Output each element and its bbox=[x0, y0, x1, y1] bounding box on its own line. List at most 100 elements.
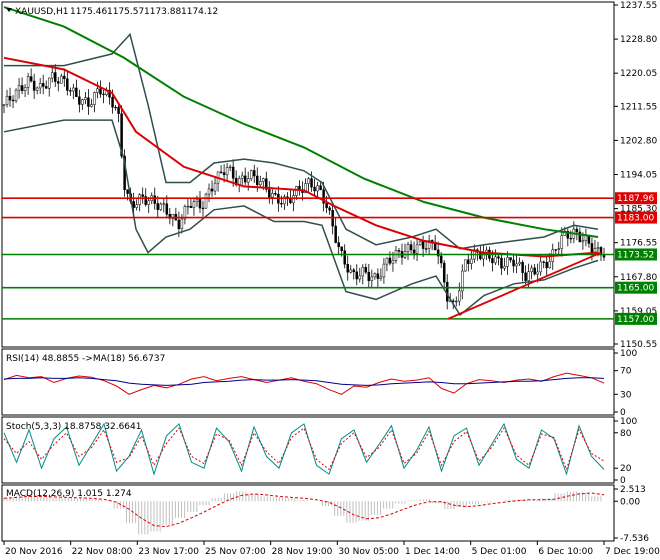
candle-body bbox=[491, 258, 494, 264]
candle-body bbox=[108, 89, 111, 98]
candle-body bbox=[424, 248, 428, 250]
price-y-tick-label: 1220.05 bbox=[620, 69, 657, 79]
level-label: 1173.52 bbox=[617, 250, 654, 260]
candle-body bbox=[132, 201, 135, 208]
candle-body bbox=[427, 240, 431, 249]
candle-body bbox=[442, 262, 446, 283]
x-tick-label: 28 Nov 19:00 bbox=[272, 547, 333, 557]
macd-panel-frame bbox=[1, 484, 615, 542]
candle-body bbox=[479, 252, 482, 260]
candle-body bbox=[313, 186, 316, 192]
candle-body bbox=[186, 205, 190, 208]
candle-body bbox=[219, 171, 223, 173]
candle-body bbox=[231, 166, 235, 179]
candle-body bbox=[578, 231, 582, 243]
candle-body bbox=[364, 267, 368, 273]
x-tick-label: 25 Nov 07:00 bbox=[205, 547, 266, 557]
rsi-y-tick-label: 70 bbox=[620, 367, 632, 377]
candle-body bbox=[593, 248, 597, 253]
candle-body bbox=[334, 225, 337, 243]
macd-y-tick-label: 2.513 bbox=[620, 485, 646, 495]
candle-body bbox=[352, 269, 355, 273]
candle-body bbox=[50, 72, 54, 79]
x-tick-label: 20 Nov 2016 bbox=[5, 547, 63, 557]
candle-body bbox=[467, 259, 470, 264]
candle-body bbox=[506, 257, 509, 267]
collapse-triangle-icon[interactable] bbox=[6, 8, 12, 12]
candle-body bbox=[253, 170, 256, 177]
candle-body bbox=[144, 196, 147, 205]
candle-body bbox=[569, 237, 573, 240]
candle-body bbox=[283, 196, 286, 205]
x-tick-label: 5 Dec 01:00 bbox=[472, 547, 527, 557]
candle-body bbox=[394, 250, 398, 261]
candle-body bbox=[204, 193, 208, 209]
candle-body bbox=[307, 178, 310, 184]
price-y-tick-label: 1176.55 bbox=[620, 239, 657, 249]
candle-body bbox=[527, 271, 530, 281]
candle-body bbox=[102, 93, 105, 96]
level-label: 1157.00 bbox=[617, 315, 654, 325]
candle-body bbox=[596, 247, 600, 249]
moving-average-green-line bbox=[3, 6, 599, 238]
price-y-tick-label: 1167.80 bbox=[620, 273, 657, 283]
level-label: 1183.00 bbox=[617, 214, 654, 224]
candle-body bbox=[228, 166, 232, 169]
candle-body bbox=[222, 172, 226, 176]
candle-body bbox=[165, 203, 169, 215]
candle-body bbox=[183, 206, 187, 220]
candle-body bbox=[256, 175, 259, 186]
macd-y-tick-label: -7.536 bbox=[620, 534, 649, 544]
candle-body bbox=[120, 113, 123, 157]
stoch-y-tick-label: 0 bbox=[620, 476, 626, 486]
stoch-series-line bbox=[3, 427, 605, 471]
candle-body bbox=[521, 261, 524, 274]
candle-body bbox=[539, 261, 542, 273]
candle-body bbox=[26, 76, 30, 88]
candle-body bbox=[370, 276, 374, 281]
macd-layer bbox=[3, 491, 605, 535]
candle-body bbox=[581, 240, 585, 243]
stoch-label: Stoch(5,3,3) 18.8758 32.6641 bbox=[6, 422, 141, 432]
ohlc-close: 1174.12 bbox=[181, 7, 218, 17]
candle-body bbox=[509, 257, 512, 261]
price-panel-frame bbox=[1, 1, 615, 348]
candle-body bbox=[81, 99, 84, 105]
price-layer bbox=[2, 6, 614, 320]
candle-body bbox=[373, 273, 377, 278]
candle-body bbox=[180, 218, 184, 230]
candle-body bbox=[409, 244, 413, 251]
price-y-tick-label: 1237.55 bbox=[620, 1, 657, 11]
candle-body bbox=[213, 182, 217, 192]
stoch-y-tick-label: 100 bbox=[620, 417, 637, 427]
x-tick-label: 6 Dec 10:00 bbox=[538, 547, 593, 557]
candle-body bbox=[23, 87, 27, 92]
bollinger-upper-line bbox=[4, 32, 599, 250]
candle-body bbox=[412, 249, 416, 254]
ohlc-open: 1175.46 bbox=[70, 7, 107, 17]
candle-body bbox=[575, 228, 579, 233]
candle-body bbox=[346, 263, 349, 273]
candle-body bbox=[90, 104, 93, 107]
candle-body bbox=[249, 170, 253, 179]
candle-body bbox=[32, 80, 36, 91]
candle-body bbox=[84, 97, 87, 100]
candle-body bbox=[382, 263, 386, 278]
candle-body bbox=[41, 83, 45, 87]
candle-body bbox=[268, 189, 271, 198]
trendline bbox=[447, 251, 602, 320]
candle-body bbox=[376, 273, 380, 279]
level-label-box bbox=[615, 281, 657, 294]
candle-body bbox=[246, 178, 250, 183]
candle-body bbox=[548, 261, 551, 269]
price-y-tick-label: 1211.55 bbox=[620, 102, 657, 112]
candle-body bbox=[5, 95, 9, 105]
rsi-y-tick-label: 30 bbox=[620, 390, 632, 400]
candle-body bbox=[271, 193, 274, 198]
candle-body bbox=[177, 219, 181, 230]
candle-body bbox=[60, 75, 63, 84]
candle-body bbox=[96, 88, 99, 93]
rsi-label: RSI(14) 48.8855 ->MA(18) 56.6737 bbox=[6, 354, 165, 364]
candle-body bbox=[57, 81, 60, 84]
